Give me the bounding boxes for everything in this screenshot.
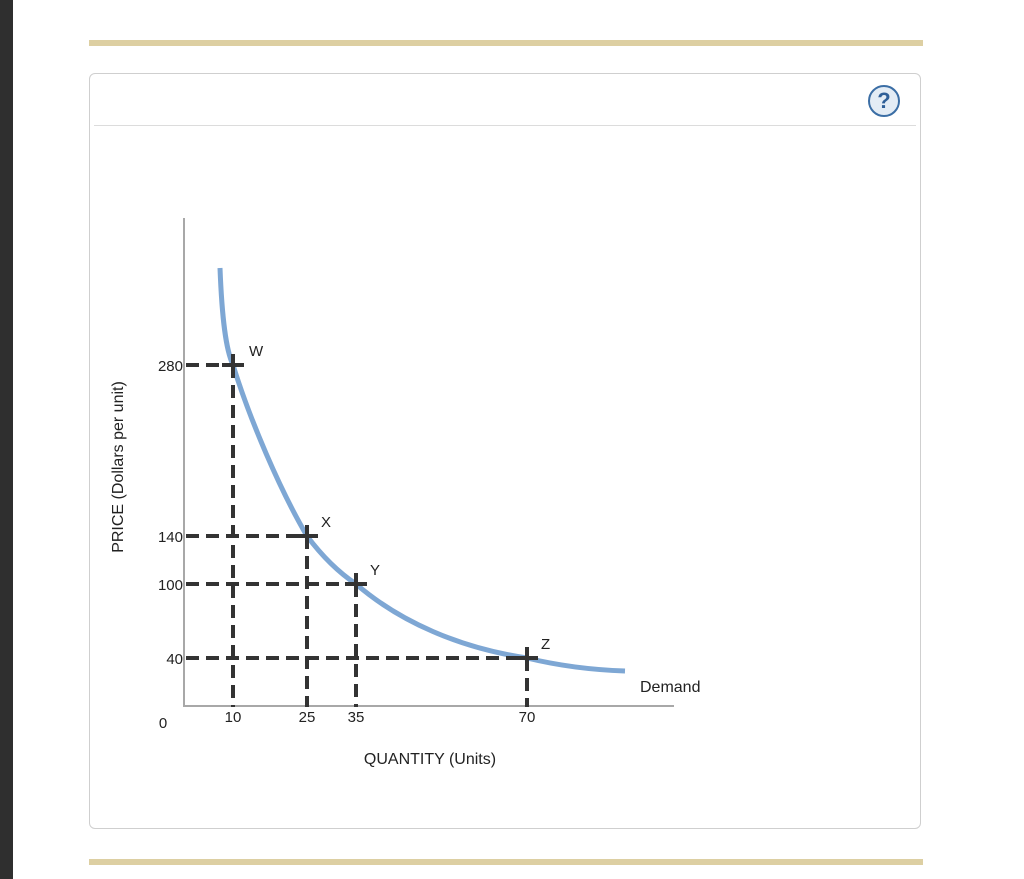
point-y-label: Y [370, 562, 380, 579]
y-tick-40: 40 [166, 651, 183, 668]
y-tick-100: 100 [158, 577, 183, 594]
point-w-label: W [249, 343, 264, 360]
x-tick-70: 70 [519, 709, 536, 726]
point-y-marker [345, 573, 367, 595]
point-x-marker [296, 525, 318, 547]
panel-divider [94, 125, 916, 126]
x-tick-25: 25 [299, 709, 316, 726]
window-edge [0, 0, 13, 879]
origin-label: 0 [159, 715, 167, 732]
question-mark-icon: ? [877, 88, 891, 113]
top-divider [89, 40, 923, 46]
graph-panel: ? [89, 73, 921, 829]
point-x-label: X [321, 514, 331, 531]
y-tick-280: 280 [158, 358, 183, 375]
x-axis-title: QUANTITY (Units) [364, 751, 496, 768]
demand-curve [217, 267, 626, 674]
x-tick-35: 35 [348, 709, 365, 726]
help-button[interactable]: ? [868, 85, 900, 117]
y-axis-title: PRICE (Dollars per unit) [110, 381, 127, 553]
demand-curve-label: Demand [640, 679, 700, 696]
point-z-label: Z [541, 636, 550, 653]
guide-lines [186, 363, 529, 707]
point-w-marker [222, 354, 244, 376]
x-tick-10: 10 [225, 709, 242, 726]
bottom-divider [89, 859, 923, 865]
point-z-marker [516, 647, 538, 669]
point-markers [222, 354, 538, 669]
y-tick-140: 140 [158, 529, 183, 546]
